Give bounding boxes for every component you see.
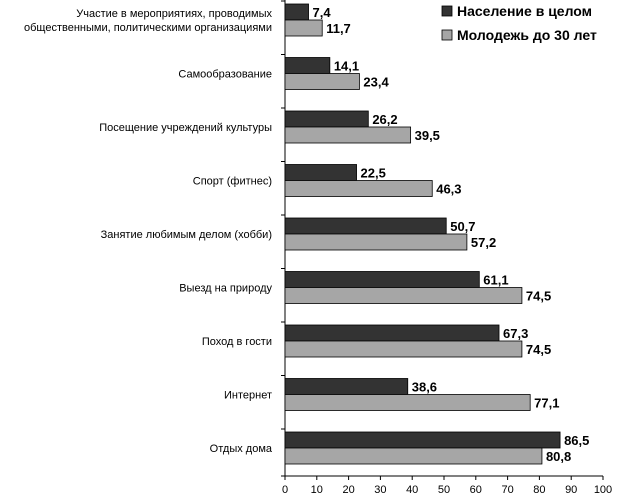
x-tick-label-90: 90	[565, 484, 577, 496]
bar-population-1	[284, 57, 331, 74]
category-label-6: Поход в гости	[202, 336, 272, 348]
bar-population-2	[284, 110, 369, 128]
legend-swatch-population	[441, 5, 453, 17]
x-tick-label-60: 60	[470, 484, 482, 496]
category-label-0-line-1: общественными, политическими организация…	[24, 22, 272, 34]
bar-population-6	[284, 324, 500, 342]
value-label-population-0: 7,4	[313, 5, 332, 20]
value-label-population-3: 22,5	[361, 166, 386, 181]
x-tick-label-10: 10	[311, 484, 323, 496]
value-label-youth-2: 39,5	[415, 128, 440, 143]
value-label-youth-7: 77,1	[534, 396, 559, 411]
category-label-2: Посещение учреждений культуры	[99, 122, 272, 134]
x-tick-label-70: 70	[501, 484, 513, 496]
category-label-1: Самообразование	[178, 69, 272, 81]
legend-label-youth: Молодежь до 30 лет	[457, 27, 597, 43]
value-label-population-5: 61,1	[483, 273, 508, 288]
category-label-8: Отдых дома	[210, 443, 273, 455]
x-tick-label-40: 40	[406, 484, 418, 496]
value-label-youth-3: 46,3	[436, 182, 461, 197]
value-label-youth-0: 11,7	[326, 21, 351, 36]
category-label-0-line-0: Участие в мероприятиях, проводимых	[76, 8, 272, 20]
bar-population-5	[284, 271, 480, 288]
bars-layer	[284, 3, 561, 465]
bar-youth-1	[284, 73, 360, 90]
value-label-population-8: 86,5	[564, 433, 589, 448]
bar-youth-2	[284, 126, 412, 144]
legend-swatch-youth	[441, 29, 453, 41]
value-label-population-4: 50,7	[450, 219, 475, 234]
value-label-population-1: 14,1	[334, 59, 359, 74]
bar-population-7	[284, 378, 409, 395]
value-label-youth-4: 57,2	[471, 235, 496, 250]
bar-youth-5	[284, 287, 523, 304]
x-tick-label-0: 0	[282, 484, 288, 496]
category-label-7: Интернет	[224, 390, 272, 402]
value-label-population-7: 38,6	[412, 380, 437, 395]
value-label-population-6: 67,3	[503, 326, 528, 341]
bar-youth-6	[284, 340, 523, 358]
category-label-5: Выезд на природу	[179, 283, 272, 295]
value-label-youth-6: 74,5	[526, 342, 551, 357]
value-label-population-2: 26,2	[372, 112, 397, 127]
bar-youth-0	[284, 19, 323, 37]
legend: Население в целом Молодежь до 30 лет	[441, 3, 597, 43]
value-label-youth-5: 74,5	[526, 289, 551, 304]
bar-youth-7	[284, 394, 531, 411]
x-tick-label-30: 30	[374, 484, 386, 496]
bar-youth-4	[284, 233, 468, 251]
bar-population-4	[284, 217, 447, 235]
bar-population-8	[284, 431, 561, 449]
bar-population-3	[284, 164, 357, 181]
x-tick-label-80: 80	[533, 484, 545, 496]
x-tick-label-50: 50	[438, 484, 450, 496]
bar-youth-3	[284, 180, 433, 197]
bar-youth-8	[284, 447, 543, 465]
value-label-youth-8: 80,8	[546, 449, 571, 464]
x-tick-label-20: 20	[342, 484, 354, 496]
legend-label-population: Население в целом	[457, 3, 592, 19]
bar-population-0	[284, 3, 309, 21]
value-label-youth-1: 23,4	[363, 75, 389, 90]
category-label-3: Спорт (фитнес)	[193, 176, 272, 188]
category-label-4: Занятие любимым делом (хобби)	[101, 229, 272, 241]
labels-layer: 7,411,7 Участие в мероприятиях, проводимы…	[24, 5, 589, 464]
x-tick-label-100: 100	[594, 484, 612, 496]
